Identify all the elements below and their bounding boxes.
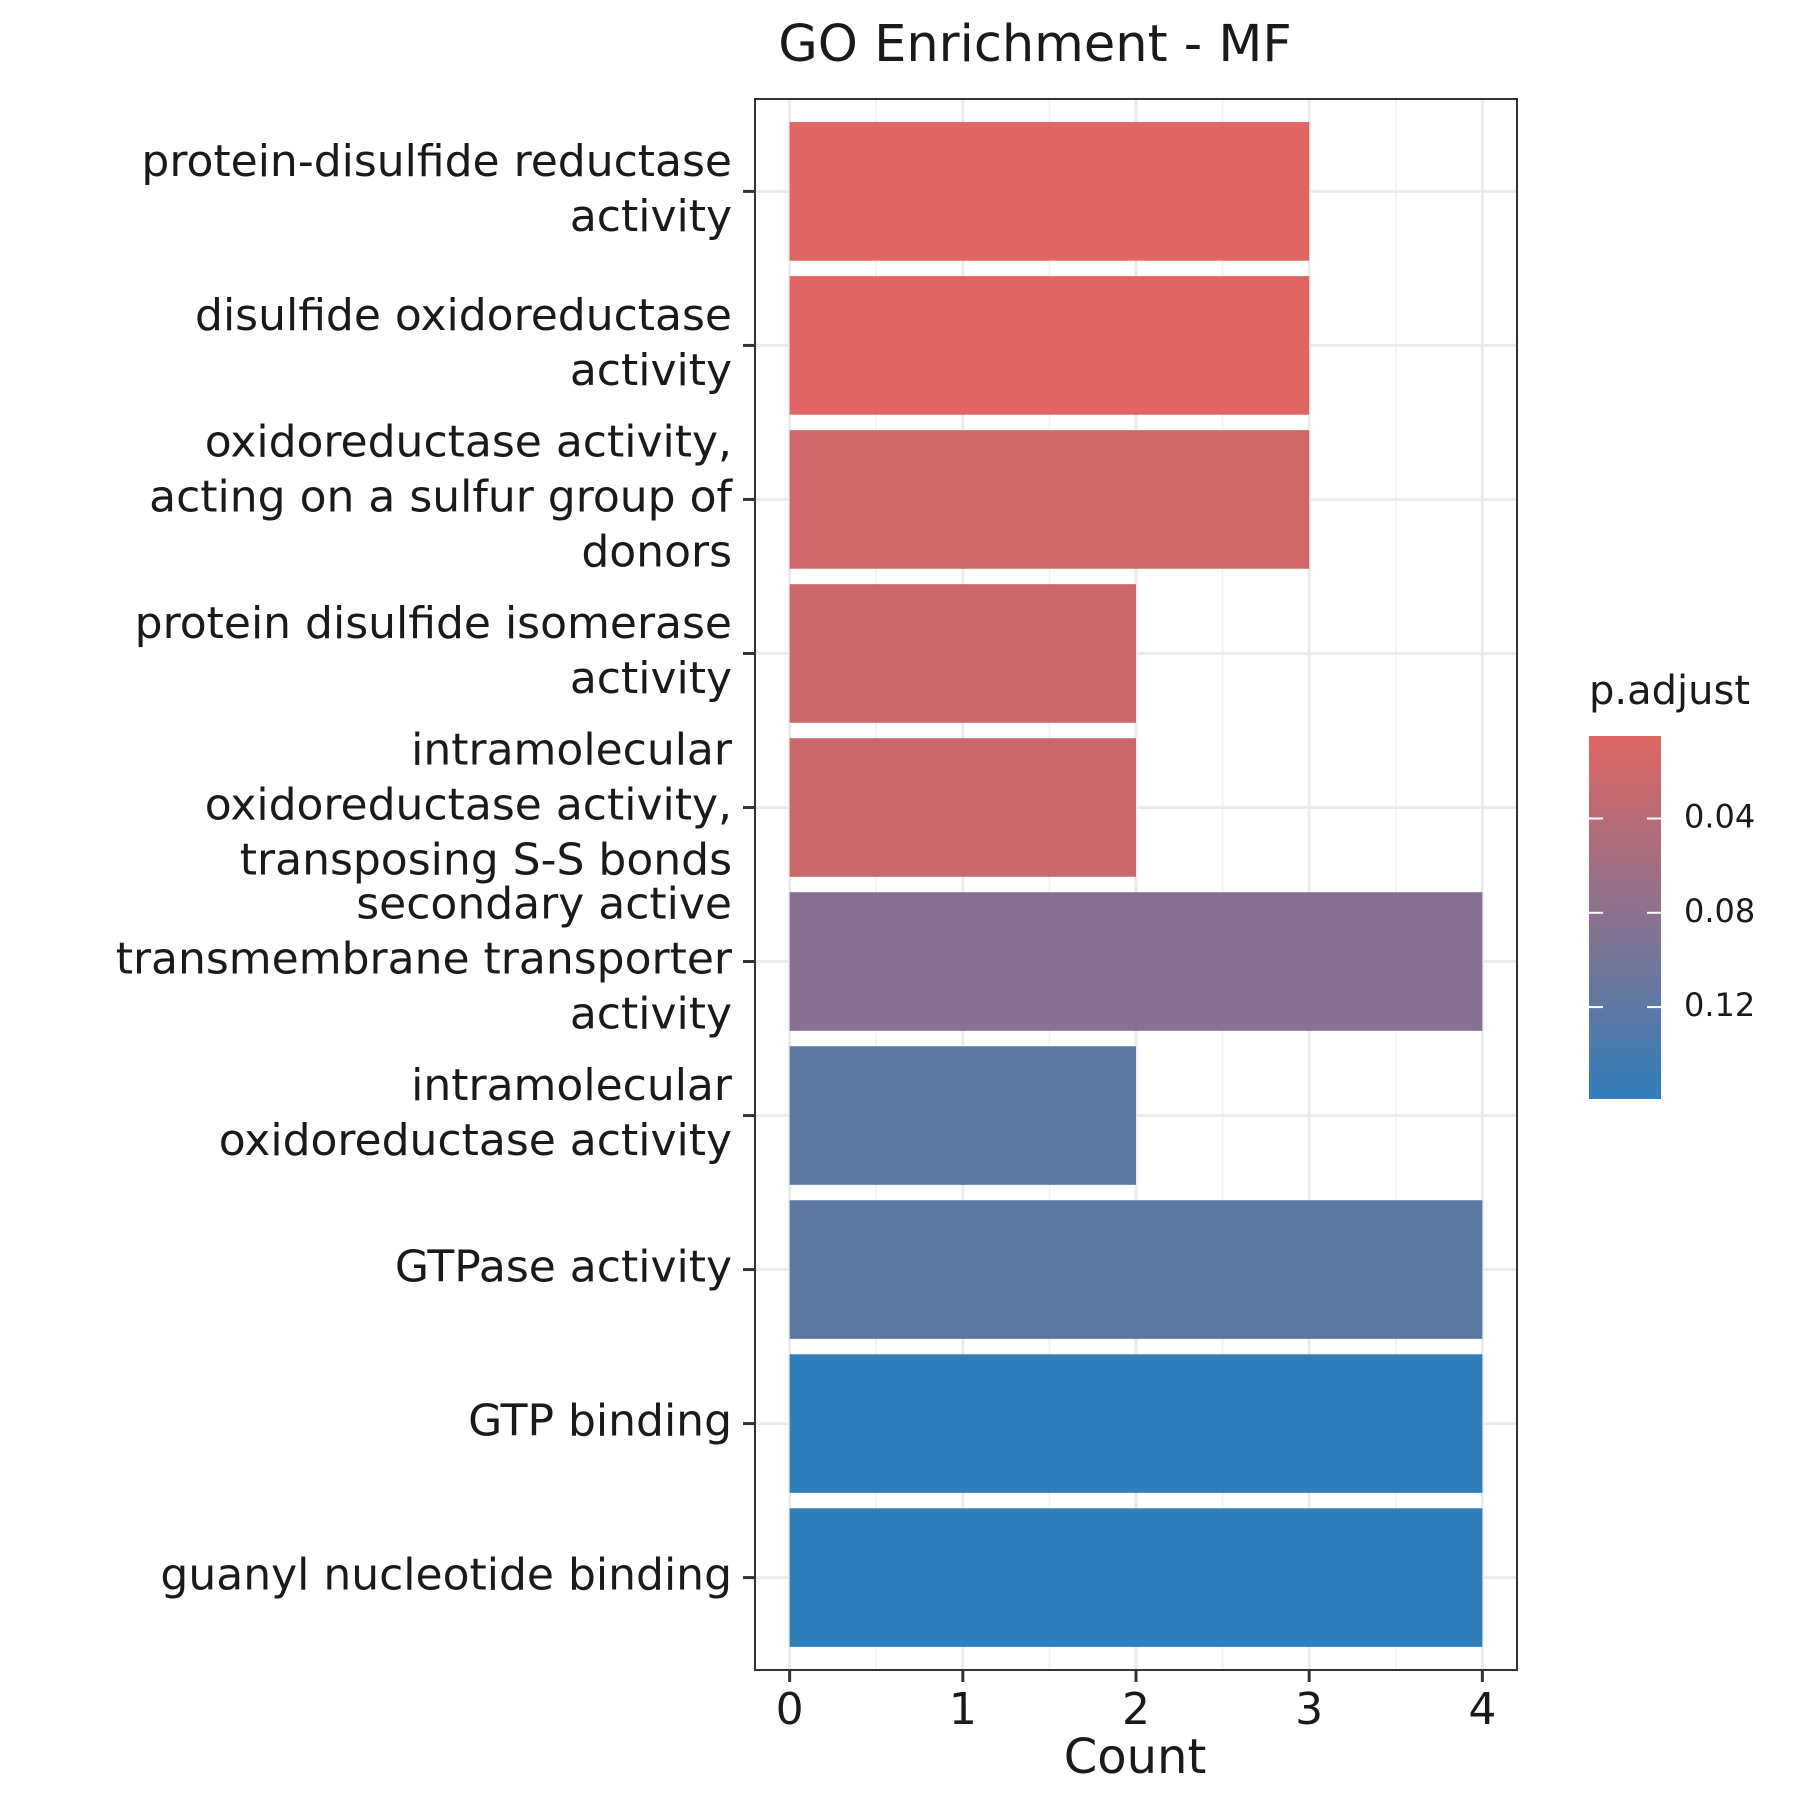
x-tick-label: 0 — [776, 1684, 804, 1735]
x-axis-label: Count — [1064, 1729, 1207, 1785]
x-tick-label: 2 — [1122, 1684, 1150, 1735]
y-tick-label: oxidoreductase activity, acting on a sulf… — [149, 416, 733, 577]
y-tick-label: intramolecular oxidoreductase activity, tr… — [205, 724, 733, 885]
legend-tick-label: 0.08 — [1684, 892, 1755, 930]
y-tick-label: disulfide oxidoreductase activity — [195, 290, 732, 396]
bar — [789, 276, 1310, 415]
legend-tick-label: 0.04 — [1684, 798, 1755, 836]
y-tick-label: intramolecular oxidoreductase activity — [219, 1060, 733, 1166]
legend-title: p.adjust — [1589, 668, 1750, 714]
bar — [789, 122, 1310, 261]
bar — [789, 1508, 1483, 1647]
bar — [789, 1354, 1483, 1493]
bar — [789, 1200, 1483, 1339]
colorbar — [1589, 736, 1661, 1099]
bar — [789, 1046, 1136, 1185]
y-tick-label: secondary active transmembrane transporte… — [116, 879, 733, 1040]
bar — [789, 738, 1136, 877]
bar — [789, 892, 1483, 1031]
y-tick-label: protein-disulfide reductase activity — [141, 136, 732, 242]
x-tick-label: 4 — [1468, 1684, 1496, 1735]
y-tick-label: guanyl nucleotide binding — [160, 1550, 732, 1601]
x-tick-label: 1 — [949, 1684, 977, 1735]
chart-title: GO Enrichment - MF — [778, 15, 1291, 74]
y-tick-label: GTPase activity — [395, 1242, 732, 1293]
bar — [789, 430, 1310, 569]
bar — [789, 584, 1136, 723]
x-tick-label: 3 — [1295, 1684, 1323, 1735]
y-tick-label: GTP binding — [468, 1396, 732, 1447]
y-tick-label: protein disulfide isomerase activity — [135, 598, 732, 704]
legend-tick-label: 0.12 — [1684, 986, 1755, 1024]
